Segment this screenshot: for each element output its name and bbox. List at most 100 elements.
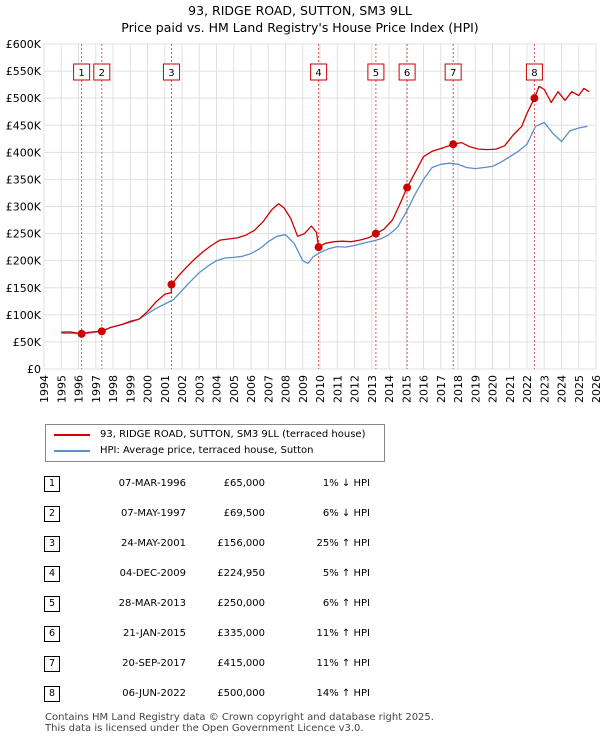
y-tick-label: £450K [6, 119, 42, 132]
transaction-number-badge: 2 [44, 506, 60, 522]
transaction-hpi-diff: 11% ↑ HPI [316, 658, 370, 669]
x-tick-label: 2003 [193, 375, 206, 403]
transaction-number-badge: 4 [44, 566, 60, 582]
y-tick-label: £500K [6, 92, 42, 105]
x-tick-label: 2024 [556, 375, 569, 403]
transaction-hpi-diff: 11% ↑ HPI [316, 628, 370, 639]
sale-number-label: 6 [404, 68, 410, 79]
table-row: 3 24-MAY-2001 £156,000 25% ↑ HPI [0, 536, 600, 554]
x-tick-label: 2012 [349, 375, 362, 403]
price-chart: £0 £50K £100K £150K £200K £250K £300K £350K £400… [6, 38, 600, 403]
table-row: 7 20-SEP-2017 £415,000 11% ↑ HPI [0, 656, 600, 674]
sale-number-box [73, 63, 91, 81]
y-tick-label: £200K [6, 255, 42, 268]
x-tick-label: 2016 [418, 375, 431, 403]
sale-number-label: 5 [373, 68, 379, 79]
transaction-price: £335,000 [217, 628, 265, 639]
y-tick-label: £0 [27, 363, 41, 376]
x-tick-label: 1999 [124, 375, 137, 403]
sale-number-label: 1 [78, 68, 84, 79]
sale-point [314, 243, 323, 252]
table-row: 1 07-MAR-1996 £65,000 1% ↓ HPI [0, 476, 600, 494]
x-tick-label: 2011 [331, 375, 344, 403]
chart-subtitle: Price paid vs. HM Land Registry's House … [121, 20, 479, 35]
x-tick-label: 2010 [314, 375, 327, 403]
x-tick-label: 1997 [90, 375, 103, 403]
y-tick-label: £350K [6, 173, 42, 186]
x-tick-label: 2021 [504, 375, 517, 403]
footer-copyright: Contains HM Land Registry data © Crown c… [45, 712, 434, 723]
y-tick-label: £250K [6, 228, 42, 241]
sale-point [403, 183, 412, 192]
transaction-date: 24-MAY-2001 [120, 538, 186, 549]
transaction-price: £65,000 [223, 478, 265, 489]
sale-number-box [398, 63, 416, 81]
y-tick-label: £550K [6, 65, 42, 78]
x-tick-label: 2014 [383, 375, 396, 403]
transaction-number-badge: 5 [44, 596, 60, 612]
footer-licence: This data is licensed under the Open Gov… [45, 723, 364, 734]
transaction-number-badge: 6 [44, 626, 60, 642]
transaction-date: 07-MAR-1996 [118, 478, 186, 489]
y-tick-label: £400K [6, 146, 42, 159]
x-tick-label: 2026 [590, 375, 600, 403]
transaction-date: 07-MAY-1997 [120, 508, 186, 519]
transaction-price: £415,000 [217, 658, 265, 669]
transaction-hpi-diff: 5% ↑ HPI [322, 568, 370, 579]
x-tick-label: 1994 [38, 375, 51, 403]
sale-point [97, 327, 106, 336]
x-tick-label: 2005 [228, 375, 241, 403]
transaction-date: 06-JUN-2022 [122, 688, 186, 699]
transaction-hpi-diff: 6% ↑ HPI [322, 598, 370, 609]
sale-number-box [444, 63, 462, 81]
sale-number-label: 8 [531, 68, 537, 79]
x-tick-label: 2018 [452, 375, 465, 403]
x-tick-label: 2006 [245, 375, 258, 403]
transaction-hpi-diff: 14% ↑ HPI [316, 688, 370, 699]
x-tick-label: 2004 [211, 375, 224, 403]
transaction-price: £250,000 [217, 598, 265, 609]
legend-label-hpi: HPI: Average price, terraced house, Sutt… [100, 445, 314, 456]
sale-point [167, 280, 176, 289]
sale-number-box [310, 63, 328, 81]
transaction-number-badge: 8 [44, 686, 60, 702]
transaction-hpi-diff: 1% ↓ HPI [322, 478, 370, 489]
x-tick-label: 1995 [55, 375, 68, 403]
chart-title: 93, RIDGE ROAD, SUTTON, SM3 9LL [188, 3, 412, 18]
y-tick-label: £100K [6, 309, 42, 322]
sale-number-box [367, 63, 385, 81]
x-tick-label: 2020 [487, 375, 500, 403]
sale-number-label: 3 [168, 68, 174, 79]
x-tick-label: 2025 [573, 375, 586, 403]
x-tick-label: 2000 [142, 375, 155, 403]
transaction-date: 28-MAR-2013 [118, 598, 186, 609]
transaction-date: 04-DEC-2009 [119, 568, 186, 579]
chart-legend: 93, RIDGE ROAD, SUTTON, SM3 9LL (terrace… [45, 424, 385, 462]
transaction-number-badge: 1 [44, 476, 60, 492]
table-row: 2 07-MAY-1997 £69,500 6% ↓ HPI [0, 506, 600, 524]
sale-number-label: 4 [315, 68, 321, 79]
sale-number-box [162, 63, 180, 81]
sale-point [77, 329, 86, 338]
x-tick-label: 2023 [538, 375, 551, 403]
x-tick-label: 2013 [366, 375, 379, 403]
transaction-hpi-diff: 25% ↑ HPI [316, 538, 370, 549]
sale-point [530, 94, 539, 103]
table-row: 4 04-DEC-2009 £224,950 5% ↑ HPI [0, 566, 600, 584]
transaction-number-badge: 3 [44, 536, 60, 552]
transaction-hpi-diff: 6% ↓ HPI [322, 508, 370, 519]
transaction-price: £500,000 [217, 688, 265, 699]
y-tick-label: £50K [13, 336, 42, 349]
transaction-price: £224,950 [217, 568, 265, 579]
x-tick-label: 2002 [176, 375, 189, 403]
transaction-price: £156,000 [217, 538, 265, 549]
x-tick-label: 2017 [435, 375, 448, 403]
sale-number-label: 2 [99, 68, 105, 79]
y-tick-label: £600K [6, 38, 42, 51]
x-tick-label: 2008 [280, 375, 293, 403]
y-tick-label: £300K [6, 201, 42, 214]
sale-point [449, 140, 458, 149]
x-tick-label: 1998 [107, 375, 120, 403]
transaction-price: £69,500 [223, 508, 265, 519]
sale-number-label: 7 [450, 68, 456, 79]
